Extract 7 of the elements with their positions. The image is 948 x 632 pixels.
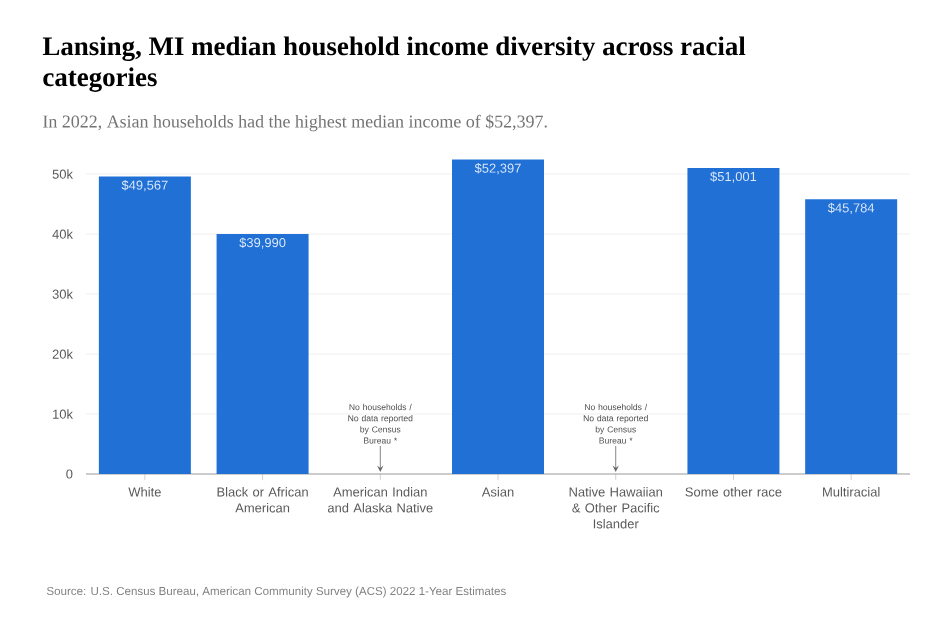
bar (687, 168, 780, 474)
bar (216, 234, 309, 474)
chart-title: Lansing, MI median household income diversity across racial categories (42, 36, 746, 92)
bar (98, 176, 191, 474)
bar (452, 159, 545, 474)
bar (805, 199, 898, 474)
chart-subtitle: In 2022, Asian households had the highest median income of $52,397. (43, 114, 547, 132)
